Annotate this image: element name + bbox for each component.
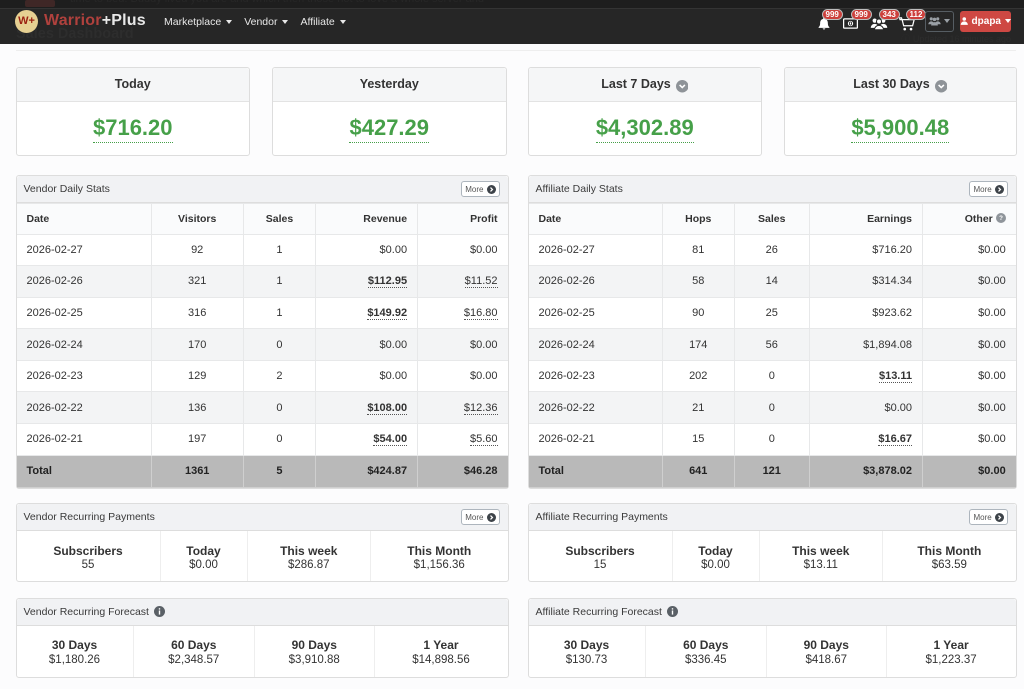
svg-text:?: ? xyxy=(999,215,1003,222)
